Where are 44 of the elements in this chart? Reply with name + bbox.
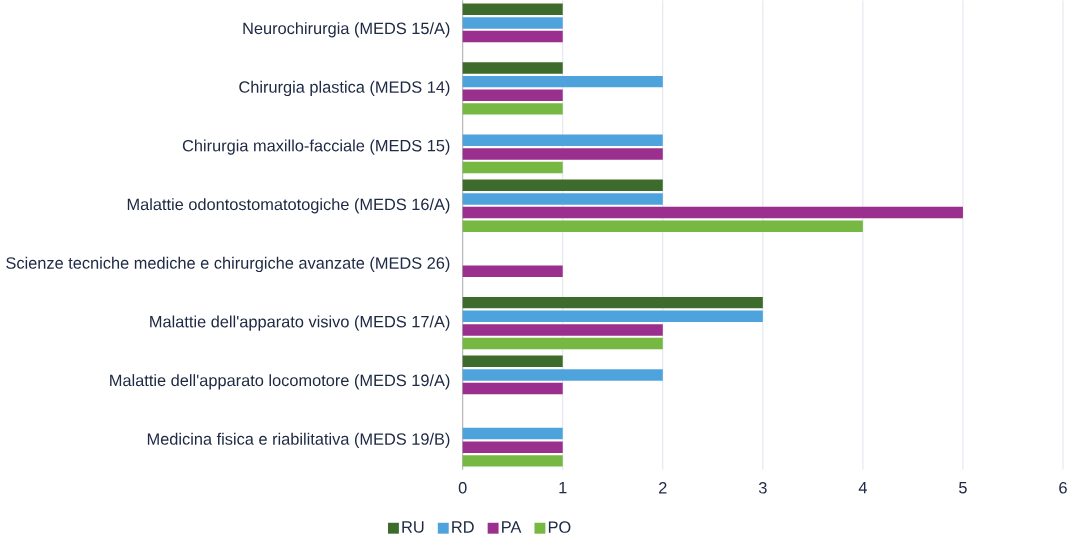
bar	[462, 17, 563, 29]
bar	[462, 324, 663, 336]
x-tick-label: 4	[858, 482, 867, 494]
bar	[462, 89, 563, 102]
x-tick-label: 0	[458, 482, 467, 494]
legend-label: RU	[402, 521, 424, 534]
legend-label: PO	[548, 521, 571, 534]
bar	[462, 103, 563, 115]
bar	[462, 369, 663, 381]
bar	[462, 179, 663, 192]
bar	[462, 383, 563, 395]
bar	[462, 310, 763, 323]
bar	[462, 62, 563, 74]
bar	[462, 76, 663, 88]
y-tick-label: Malattie dell'apparato locomotore (MEDS 19/A)	[110, 374, 450, 390]
bar	[462, 162, 563, 174]
legend-label: RD	[452, 521, 474, 533]
x-tick-label: 2	[659, 482, 667, 494]
x-tick-label: 6	[1059, 482, 1067, 494]
bar	[462, 134, 663, 147]
bar	[462, 338, 663, 350]
x-tick-label: 5	[959, 482, 967, 494]
bar	[462, 297, 763, 309]
legend-label: PA	[502, 521, 522, 533]
y-tick-label: Chirurgia maxillo-facciale (MEDS 15)	[182, 139, 450, 155]
bar	[462, 3, 563, 16]
bar	[462, 265, 563, 278]
bar	[462, 355, 563, 368]
y-tick-label: Malattie dell'apparato visivo (MEDS 17/A)	[150, 315, 450, 331]
bar	[462, 441, 563, 454]
bar	[462, 193, 663, 205]
bar	[462, 31, 563, 43]
y-tick-label: Medicina fisica e riabilitativa (MEDS 19/B)	[147, 433, 450, 449]
y-tick-label: Malattie odontostomatotogiche (MEDS 16/A)	[127, 198, 450, 214]
bar	[462, 455, 563, 467]
bar	[462, 220, 863, 233]
bar	[462, 148, 663, 160]
bar	[462, 207, 963, 219]
y-tick-label: Chirurgia plastica (MEDS 14)	[239, 81, 450, 97]
y-tick-label: Neurochirurgia (MEDS 15/A)	[243, 22, 450, 38]
y-tick-label: Scienze tecniche mediche e chirurgiche avanzate (MEDS 26)	[6, 257, 450, 273]
bar	[462, 428, 563, 440]
x-tick-label: 3	[758, 482, 767, 494]
x-tick-label: 1	[559, 482, 567, 494]
